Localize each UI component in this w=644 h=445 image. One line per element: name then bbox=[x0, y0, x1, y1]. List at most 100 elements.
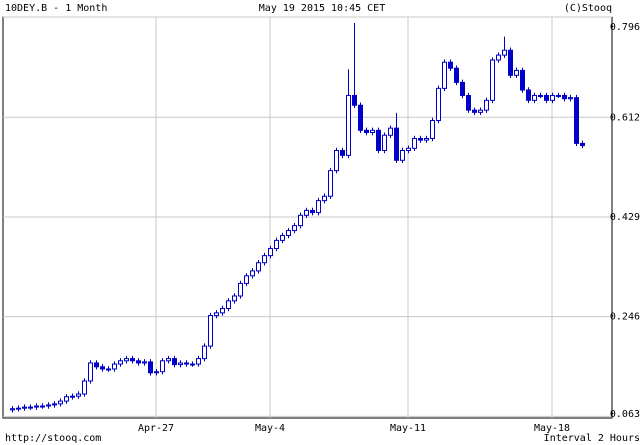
candle-body bbox=[364, 129, 369, 134]
candle-body bbox=[580, 142, 585, 147]
candle-body bbox=[10, 408, 15, 411]
candle-body bbox=[568, 97, 573, 100]
candle-body bbox=[406, 147, 411, 151]
candle-body bbox=[184, 362, 189, 365]
candle-body bbox=[562, 94, 567, 100]
candle-body bbox=[52, 403, 57, 406]
y-tick-label: 0.612 bbox=[610, 112, 640, 123]
candle-body bbox=[400, 149, 405, 161]
candle-body bbox=[22, 406, 27, 409]
candle-body bbox=[46, 404, 51, 407]
source-url: http://stooq.com bbox=[5, 433, 101, 444]
candle-body bbox=[436, 87, 441, 122]
y-tick-label: 0.246 bbox=[610, 312, 640, 323]
candle-body bbox=[160, 360, 165, 373]
candle-body bbox=[214, 312, 219, 317]
candle-body bbox=[100, 366, 105, 370]
candle-body bbox=[514, 69, 519, 76]
candle-body bbox=[76, 393, 81, 397]
candle-body bbox=[250, 270, 255, 277]
candle-body bbox=[148, 361, 153, 374]
x-tick-label: May-18 bbox=[534, 423, 570, 434]
candle-body bbox=[232, 295, 237, 302]
candle-body bbox=[394, 127, 399, 161]
candle-body bbox=[172, 358, 177, 366]
candle-body bbox=[550, 94, 555, 101]
candle-body bbox=[130, 358, 135, 362]
candle-body bbox=[496, 54, 501, 61]
candle-body bbox=[490, 59, 495, 101]
candle-body bbox=[352, 94, 357, 106]
candle-body bbox=[244, 275, 249, 284]
candle-body bbox=[274, 239, 279, 250]
candle-body bbox=[382, 134, 387, 151]
y-tick-label: 0.063 bbox=[610, 409, 640, 420]
candle-body bbox=[532, 94, 537, 101]
candle-body bbox=[574, 97, 579, 144]
candle-body bbox=[298, 214, 303, 227]
candle-body bbox=[322, 195, 327, 202]
candle-body bbox=[544, 94, 549, 101]
candle-body bbox=[502, 49, 507, 56]
candle-body bbox=[268, 248, 273, 257]
candle-body bbox=[136, 360, 141, 364]
candle-body bbox=[16, 407, 21, 410]
candle-body bbox=[424, 137, 429, 141]
candle-body bbox=[376, 129, 381, 151]
candle-body bbox=[286, 230, 291, 236]
candle-body bbox=[418, 137, 423, 141]
candle-body bbox=[58, 400, 63, 405]
candle-body bbox=[334, 149, 339, 172]
candle-body bbox=[310, 209, 315, 214]
x-tick-label: May-4 bbox=[255, 423, 285, 434]
candle-body bbox=[94, 362, 99, 368]
candle-body bbox=[340, 149, 345, 156]
candle-body bbox=[220, 307, 225, 314]
candle-body bbox=[226, 300, 231, 309]
candle-body bbox=[142, 361, 147, 364]
candle-body bbox=[106, 368, 111, 371]
candle-body bbox=[256, 262, 261, 272]
candle-body bbox=[202, 345, 207, 360]
candle-body bbox=[508, 49, 513, 76]
candle-body bbox=[370, 129, 375, 134]
candle-body bbox=[328, 170, 333, 197]
candle-body bbox=[430, 120, 435, 139]
candle-body bbox=[166, 358, 171, 362]
candle-body bbox=[118, 360, 123, 365]
y-tick-label: 0.796 bbox=[610, 22, 640, 33]
candle-body bbox=[520, 69, 525, 91]
candle-body bbox=[112, 363, 117, 370]
candle-body bbox=[262, 255, 267, 264]
candle-body bbox=[478, 109, 483, 113]
candle-body bbox=[316, 200, 321, 214]
candle-body bbox=[442, 61, 447, 89]
candle-body bbox=[388, 127, 393, 136]
candle-body bbox=[190, 363, 195, 366]
candle-body bbox=[208, 315, 213, 347]
candle-body bbox=[88, 362, 93, 382]
candle-body bbox=[238, 282, 243, 297]
candle-body bbox=[64, 396, 69, 402]
chart-title: 10DEY.B - 1 Month bbox=[5, 3, 107, 14]
candle-body bbox=[70, 395, 75, 398]
candle-body bbox=[526, 89, 531, 101]
candle-body bbox=[472, 109, 477, 113]
candle-body bbox=[196, 358, 201, 365]
candle-body bbox=[280, 234, 285, 241]
candle-body bbox=[40, 405, 45, 408]
candle-body bbox=[82, 380, 87, 395]
x-tick-label: May-11 bbox=[390, 423, 426, 434]
candle-body bbox=[484, 99, 489, 111]
candle-body bbox=[346, 94, 351, 156]
candle-body bbox=[448, 61, 453, 69]
candle-body bbox=[292, 225, 297, 232]
candle-body bbox=[460, 81, 465, 96]
x-tick-label: Apr-27 bbox=[138, 423, 174, 434]
y-tick-label: 0.429 bbox=[610, 212, 640, 223]
candle-body bbox=[412, 137, 417, 149]
candle-body bbox=[178, 362, 183, 366]
interval-label: Interval 2 Hours bbox=[544, 433, 640, 444]
candle-body bbox=[538, 94, 543, 97]
